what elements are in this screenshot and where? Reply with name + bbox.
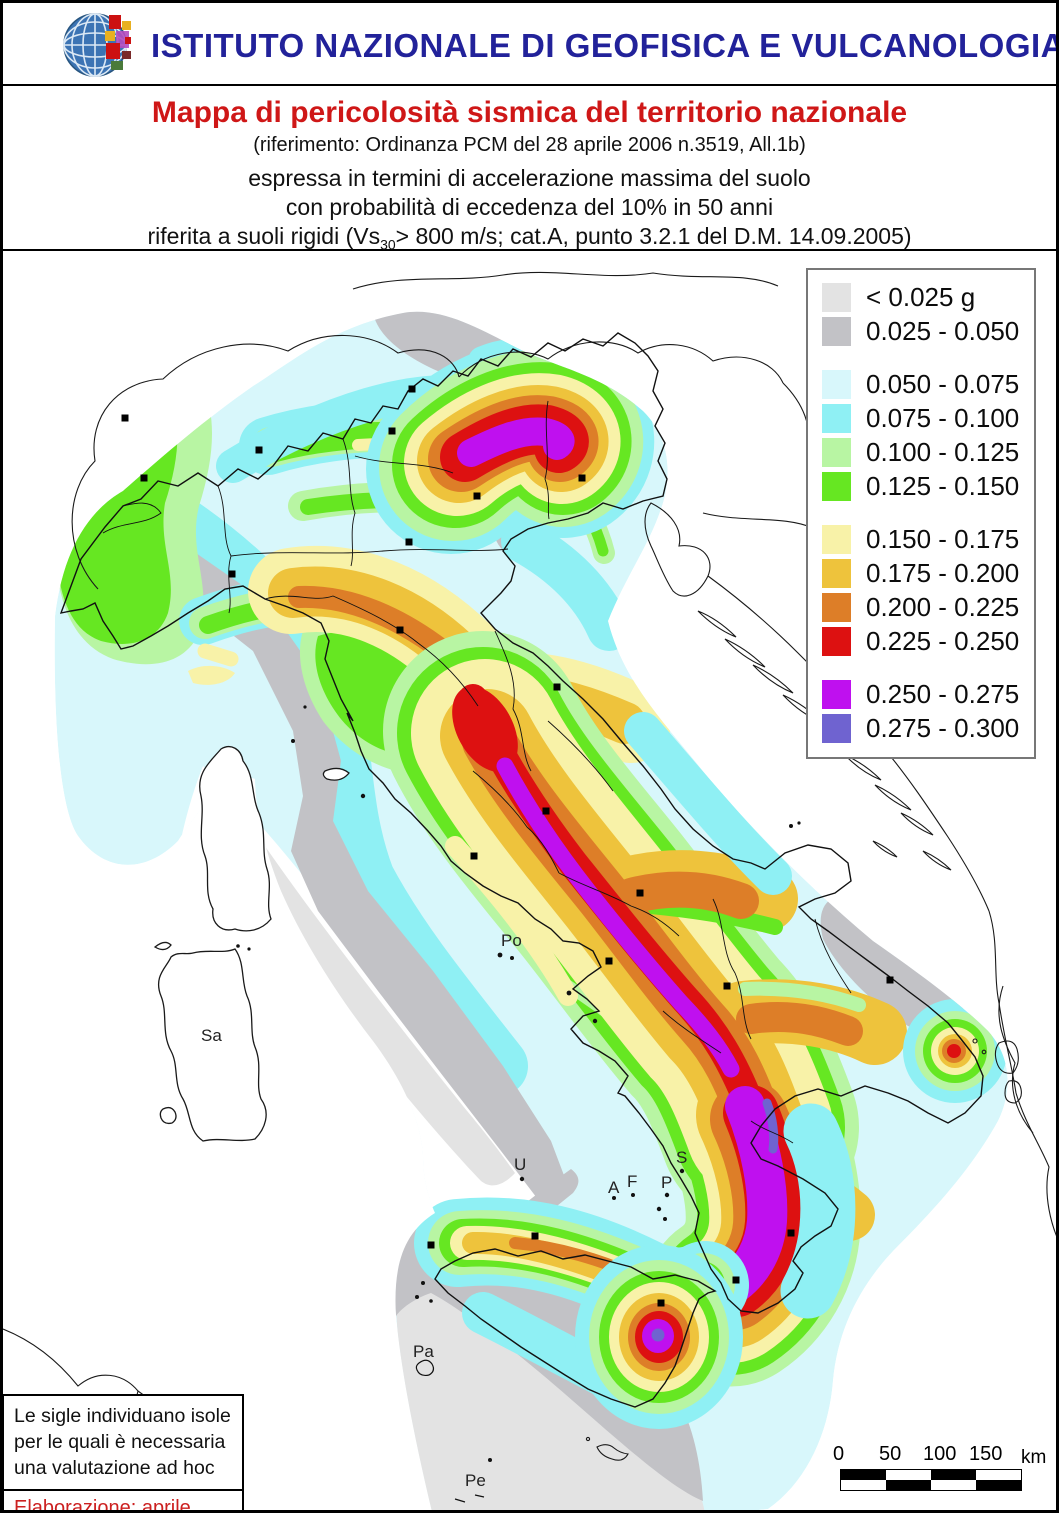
legend-row: 0.175 - 0.200 [822,556,1034,590]
legend-swatch [822,558,851,588]
map-title: Mappa di pericolosità sismica del territ… [151,96,908,129]
map-reference: (riferimento: Ordinanza PCM del 28 april… [253,134,806,156]
subtitle-line3: riferita a suoli rigidi (Vs30> 800 m/s; … [147,223,912,253]
island-label-Pa: Pa [413,1342,434,1361]
legend-label: 0.175 - 0.200 [866,557,1020,588]
map-area: Po Sa U A F P S Pa Pe < 0.025 g 0.025 - 0.050 0.05… [3,251,1056,1513]
scale-tick: 100 [923,1443,957,1465]
scale-bar: 0 50 100 150 km [831,1443,1046,1495]
elaboration-date: Elaborazione: aprile 2004 [14,1497,191,1513]
island-label-Pe: Pe [465,1471,486,1490]
legend-row: 0.225 - 0.250 [822,624,1034,658]
subtitle-line1: espressa in termini di accelerazione mas… [248,165,811,191]
region-borders [102,400,852,1144]
legend-row: 0.250 - 0.275 [822,677,1034,711]
island-label-A: A [608,1178,620,1197]
legend-label: 0.075 - 0.100 [866,402,1020,433]
legend-row: 0.050 - 0.075 [822,367,1034,401]
city-markers [121,385,894,1307]
islets [236,705,801,1462]
legend-swatch [822,679,851,709]
legend-swatch [822,403,851,433]
island-labels: Po Sa U A F PS Pa Pe [201,931,687,1490]
legend-label: 0.050 - 0.075 [866,368,1020,399]
scale-tick: 0 [833,1443,845,1465]
scale-tick: 50 [879,1443,902,1465]
adhoc-islands [415,1359,485,1503]
legend-label: 0.100 - 0.125 [866,436,1020,467]
legend-label: < 0.025 g [866,281,976,312]
legend-swatch [822,471,851,501]
legend-row: 0.100 - 0.125 [822,435,1034,469]
legend-swatch [822,524,851,554]
legend-swatch [822,316,851,346]
legend-label: 0.250 - 0.275 [866,678,1020,709]
island-label-P: P [661,1173,672,1192]
org-title: ISTITUTO NAZIONALE DI GEOFISICA E VULCAN… [151,27,1059,64]
legend-label: 0.200 - 0.225 [866,591,1020,622]
legend-row: < 0.025 g [822,280,1034,314]
legend-row: 0.025 - 0.050 [822,314,1034,348]
legend-label: 0.275 - 0.300 [866,712,1020,743]
legend: < 0.025 g 0.025 - 0.050 0.050 - 0.075 0.075… [806,268,1036,759]
legend-label: 0.025 - 0.050 [866,315,1020,346]
island-label-Po: Po [501,931,522,950]
legend-swatch [822,369,851,399]
italy-coastline [59,332,984,1408]
legend-label: 0.125 - 0.150 [866,470,1020,501]
legend-row: 0.200 - 0.225 [822,590,1034,624]
subtitle-line2: con probabilità di eccedenza del 10% in … [285,194,774,220]
legend-swatch [822,713,851,743]
legend-row: 0.150 - 0.175 [822,522,1034,556]
island-label-F: F [627,1172,637,1191]
title-block: Mappa di pericolosità sismica del territ… [3,86,1056,253]
legend-row: 0.125 - 0.150 [822,469,1034,503]
scale-tick: 150 [969,1443,1003,1465]
scale-bar-labels: 0 50 100 150 km [831,1443,1047,1468]
islands-white [153,746,350,1142]
scale-unit: km [1021,1447,1047,1468]
island-label-S: S [676,1148,687,1167]
note-text: Le sigle individuano isole per le quali … [4,1396,242,1491]
legend-row: 0.275 - 0.300 [822,711,1034,745]
legend-swatch [822,626,851,656]
header: ISTITUTO NAZIONALE DI GEOFISICA E VULCAN… [3,3,1056,86]
legend-label: 0.225 - 0.250 [866,625,1020,656]
ingv-logo-icon [63,13,131,77]
legend-swatch [822,592,851,622]
island-label-Sa: Sa [201,1026,222,1045]
scale-bar-checker [840,1469,1022,1491]
legend-swatch [822,437,851,467]
legend-swatch [822,282,851,312]
hazard-map: Po Sa U A F PS Pa Pe [3,271,1056,1510]
note-box: Le sigle individuano isole per le quali … [3,1394,244,1513]
legend-label: 0.150 - 0.175 [866,523,1020,554]
island-label-U: U [514,1155,526,1174]
legend-row: 0.075 - 0.100 [822,401,1034,435]
